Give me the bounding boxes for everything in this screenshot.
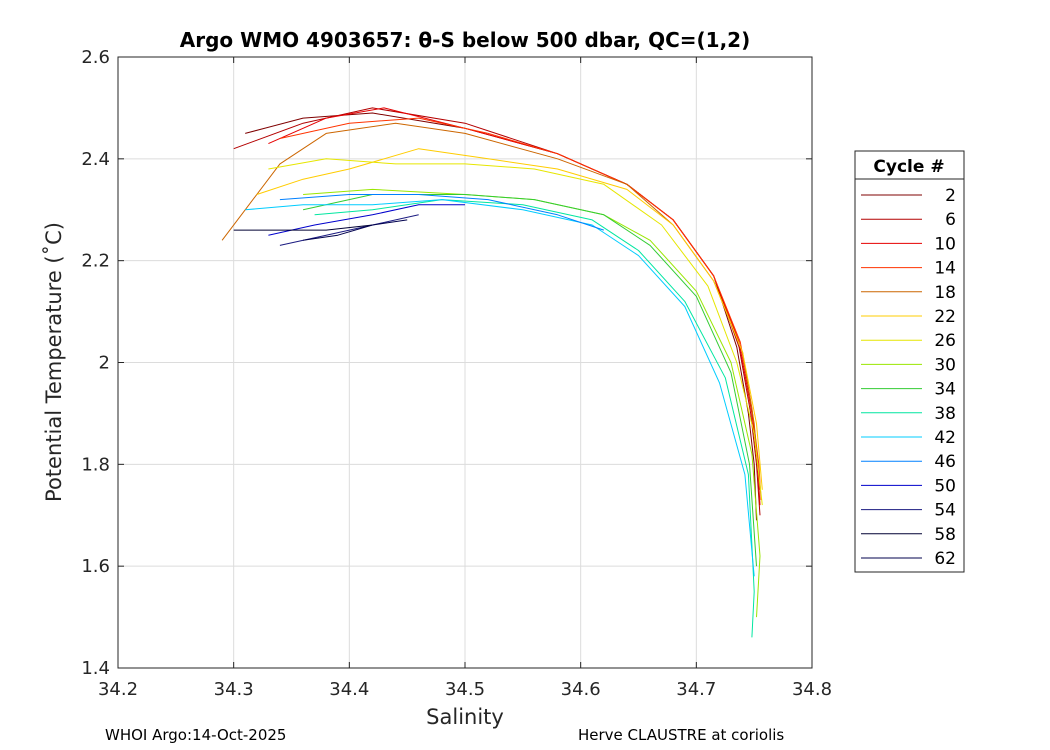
legend-label: 50	[934, 476, 956, 496]
x-tick-label: 34.5	[445, 679, 485, 700]
y-tick-label: 2.4	[81, 149, 110, 170]
y-tick-labels: 1.4 1.6 1.8 2 2.2 2.4 2.6	[81, 47, 110, 679]
legend-item: 26	[861, 331, 956, 351]
series-line-cycle-62	[303, 219, 408, 241]
legend-item: 42	[861, 428, 956, 448]
legend-item: 30	[861, 355, 956, 375]
y-tick-label: 1.4	[81, 658, 110, 679]
legend-label: 18	[934, 283, 956, 303]
legend-label: 10	[934, 234, 956, 254]
y-tick-label: 2.6	[81, 47, 110, 68]
legend-label: 34	[934, 380, 956, 400]
legend-item: 58	[861, 525, 956, 545]
legend-label: 58	[934, 525, 956, 545]
series-line-cycle-26	[268, 158, 763, 506]
legend-item: 22	[861, 307, 956, 327]
legend-label: 2	[945, 186, 956, 206]
legend-label: 6	[945, 210, 956, 230]
x-tick-label: 34.6	[561, 679, 601, 700]
legend-label: 54	[934, 501, 956, 521]
series-line-cycle-38	[314, 199, 755, 638]
x-tick-labels: 34.2 34.3 34.4 34.5 34.6 34.7 34.8	[98, 679, 832, 700]
y-tick-label: 1.6	[81, 556, 110, 577]
legend-title: Cycle #	[873, 157, 944, 177]
y-tick-label: 2	[99, 353, 110, 374]
legend-label: 38	[934, 404, 956, 424]
series-line-cycle-42	[245, 199, 755, 577]
legend-item: 54	[861, 501, 956, 521]
footer-right: Herve CLAUSTRE at coriolis	[578, 726, 784, 744]
x-axis-label: Salinity	[426, 705, 504, 729]
x-tick-label: 34.2	[98, 679, 138, 700]
legend-label: 46	[934, 452, 956, 472]
x-tick-label: 34.8	[792, 679, 832, 700]
legend-item: 2	[861, 186, 956, 206]
x-tick-label: 34.4	[329, 679, 369, 700]
legend-item: 46	[861, 452, 956, 472]
legend-item: 34	[861, 380, 956, 400]
legend-item: 10	[861, 234, 956, 254]
legend-item: 18	[861, 283, 956, 303]
legend-item: 50	[861, 476, 956, 496]
series-lines	[221, 107, 763, 638]
x-tick-label: 34.3	[214, 679, 254, 700]
legend-label: 22	[934, 307, 956, 327]
axes	[117, 56, 813, 669]
legend-item: 6	[861, 210, 956, 230]
legend-item: 38	[861, 404, 956, 424]
series-line-cycle-50	[268, 204, 465, 236]
x-tick-label: 34.7	[676, 679, 716, 700]
legend-box	[854, 150, 965, 573]
series-line-cycle-54	[279, 214, 419, 246]
y-tick-label: 2.2	[81, 251, 110, 272]
series-line-cycle-30	[303, 188, 761, 618]
y-axis-label: Potential Temperature (˚C)	[42, 222, 66, 502]
legend-label: 14	[934, 259, 956, 279]
legend-label: 26	[934, 331, 956, 351]
legend-label: 62	[934, 549, 956, 569]
legend-item: 14	[861, 259, 956, 279]
legend-label: 30	[934, 355, 956, 375]
series-line-cycle-46	[279, 194, 604, 231]
legend-item: 62	[861, 549, 956, 569]
series-line-cycle-58	[233, 224, 373, 231]
chart-title: Argo WMO 4903657: θ-S below 500 dbar, QC…	[180, 28, 750, 52]
y-tick-label: 1.8	[81, 454, 110, 475]
footer-left: WHOI Argo:14-Oct-2025	[105, 726, 286, 744]
series-line-cycle-22	[256, 148, 763, 490]
legend-label: 42	[934, 428, 956, 448]
